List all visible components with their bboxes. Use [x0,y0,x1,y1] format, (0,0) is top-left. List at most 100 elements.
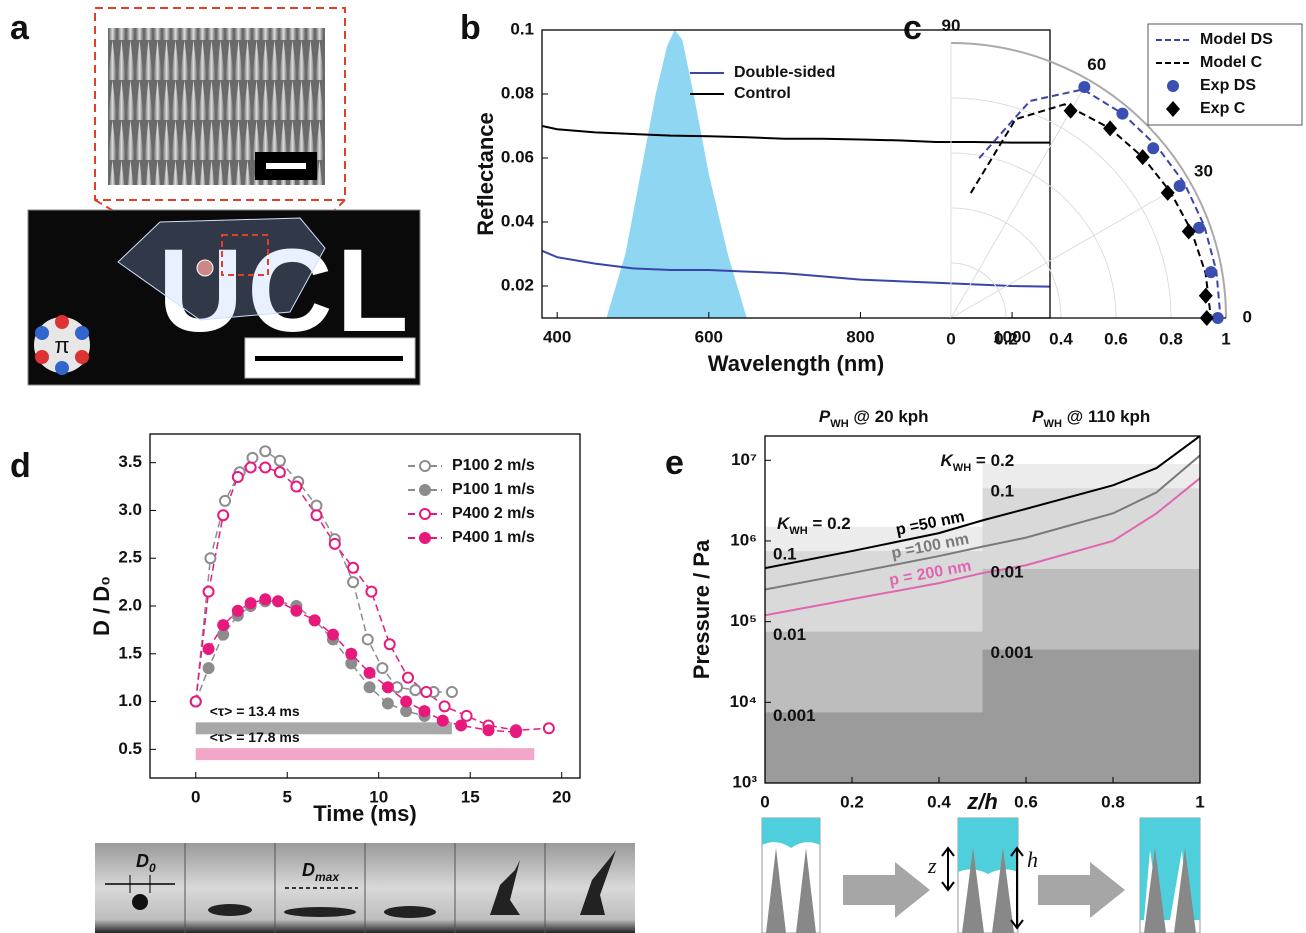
marker [219,494,232,507]
region-label: 0.01 [991,562,1024,581]
frame [764,435,1201,784]
scale-bar [266,163,306,169]
x-tick-label: 1000 [993,327,1031,346]
region-label: 0.2 [991,451,1015,470]
legend-label: P400 2 m/s [452,505,535,522]
legend-label: P100 2 m/s [452,457,535,474]
marker [273,466,286,479]
film [117,217,326,321]
marker [202,643,215,655]
y-axis-label: D / D₀ [89,576,114,636]
panel-label: a [10,9,30,47]
panel-a: UCL π [27,7,421,386]
marker [1103,120,1118,137]
y-tick-label: 10⁴ [730,692,757,711]
marker [436,714,449,727]
grid-spoke [950,180,1190,319]
top-label-sub: WH [1044,418,1062,430]
marker [1193,221,1206,234]
y-tick-label: 10⁶ [730,530,757,549]
y-tick-label: 10⁷ [731,450,757,469]
grid-arc [950,262,1007,319]
panel-label: c [903,9,922,47]
top-label: PWH @ 110 kph [1032,407,1150,429]
marker [1160,184,1175,201]
marker [1173,180,1186,192]
range-label: <τ> = 13.4 ms [210,703,300,719]
series-line [542,125,1050,144]
marker [231,471,244,483]
marker [455,719,468,732]
grid-arc [950,152,1117,319]
marker [409,684,422,697]
x-tick-label: 5 [282,787,291,806]
marker [381,681,394,694]
drop [384,906,436,918]
marker [246,451,259,464]
region [982,649,1200,783]
y-tick-label: 0.02 [501,275,534,294]
drop-frames: D0 Dmax [95,843,635,933]
drop [132,894,148,910]
series-line [542,249,1050,288]
kwh-label-sub: WH [953,462,971,474]
marker [381,697,394,710]
y-tick-label: 3.5 [118,452,142,471]
marker [542,722,555,735]
kwh-label: KWH = 0.2 [941,451,1015,473]
marker [376,662,389,675]
drop [284,907,356,917]
marker [1135,149,1150,166]
x-tick-label: 1 [1221,329,1230,348]
marker [328,537,341,550]
x-tick-label: 800 [846,327,874,346]
marker [202,662,215,675]
x-tick-label: 0.8 [1101,792,1125,811]
drop [208,904,252,916]
y-tick-label: 0.5 [118,739,142,758]
x-axis-label: Time (ms) [313,801,417,826]
x-axis-label: z/h [966,789,998,814]
photo-text: UCL [158,225,413,357]
zoom-box [94,7,346,201]
y-axis-label: Reflectance [473,112,498,236]
marker [244,461,257,474]
legend-marker [419,532,431,544]
kwh-label-rest: = [971,451,990,470]
grid-arc [950,207,1062,319]
marker [420,686,433,698]
marker [445,686,458,698]
frame [541,29,1051,319]
marker [217,509,230,522]
legend-marker [419,460,431,472]
x-tick-label: 0 [760,792,769,811]
marker [217,619,230,632]
marker [231,604,244,617]
marker [204,552,217,565]
dmax-text: D [302,860,315,880]
marker [402,671,414,684]
y-axis-label: Pressure / Pa [689,539,714,679]
cell-2 [957,817,1019,933]
drop [580,850,616,915]
marker [308,614,321,627]
logo-text: π [54,333,69,358]
x-tick-label: 0 [946,329,955,348]
theta-tick-label: 90 [942,16,961,35]
panel-label: e [665,444,684,482]
x-tick-label: 1 [1195,792,1204,811]
marker [347,576,360,589]
schematic: z h [761,817,1201,933]
marker [273,454,286,467]
marker [244,597,257,610]
marker [365,585,378,598]
marker [438,700,451,713]
marker [326,628,339,641]
top-label-rest: @ 20 kph [849,407,929,426]
d0-label: D0 [136,851,156,875]
range-bar [195,722,452,735]
marker [363,681,376,694]
cell-3 [1139,817,1201,933]
grid-arc [950,97,1172,319]
